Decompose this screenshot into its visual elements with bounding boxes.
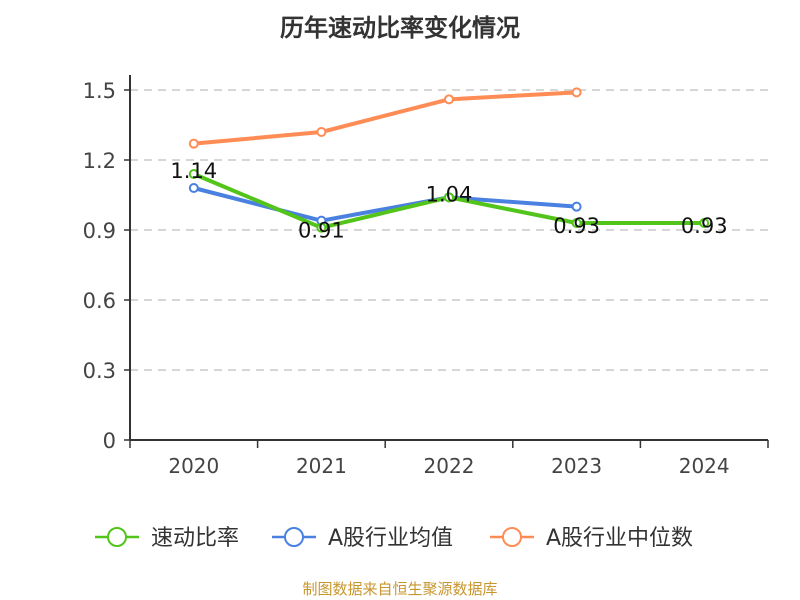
y-tick-label: 1.2 <box>83 149 116 173</box>
data-point <box>188 138 199 149</box>
x-tick-label: 2022 <box>424 454 475 478</box>
legend-marker <box>284 527 304 547</box>
data-point <box>571 87 582 98</box>
y-tick-label: 0 <box>103 429 116 453</box>
series-line <box>193 90 577 146</box>
data-label: 1.04 <box>426 182 473 206</box>
data-label: 0.93 <box>681 214 728 238</box>
data-point <box>571 218 582 228</box>
x-tick-label: 2024 <box>679 454 730 478</box>
x-tick-label: 2021 <box>296 454 347 478</box>
y-tick-label: 0.3 <box>83 359 116 383</box>
data-point <box>444 192 454 203</box>
x-tick-label: 2023 <box>551 454 602 478</box>
data-label: 1.14 <box>170 159 217 183</box>
data-point <box>188 169 199 179</box>
y-tick-label: 1.5 <box>83 79 116 103</box>
legend-marker <box>107 527 127 547</box>
data-point <box>188 183 199 193</box>
data-point <box>316 127 327 137</box>
data-point <box>699 218 710 228</box>
data-point <box>444 94 454 105</box>
y-tick-label: 0.9 <box>83 219 116 243</box>
y-tick-label: 0.6 <box>83 289 116 313</box>
legend-label: A股行业均值 <box>328 526 453 551</box>
legend-label: 速动比率 <box>151 526 239 551</box>
source-footer: 制图数据来自恒生聚源数据库 <box>302 580 498 598</box>
series-line <box>193 186 577 223</box>
x-tick-label: 2020 <box>168 454 219 478</box>
data-point <box>571 201 582 212</box>
chart-title: 历年速动比率变化情况 <box>280 14 520 42</box>
data-label: 0.93 <box>553 214 600 238</box>
legend-marker <box>502 527 522 547</box>
data-label: 0.91 <box>298 219 345 243</box>
data-point <box>316 222 327 233</box>
legend-label: A股行业中位数 <box>546 526 693 551</box>
